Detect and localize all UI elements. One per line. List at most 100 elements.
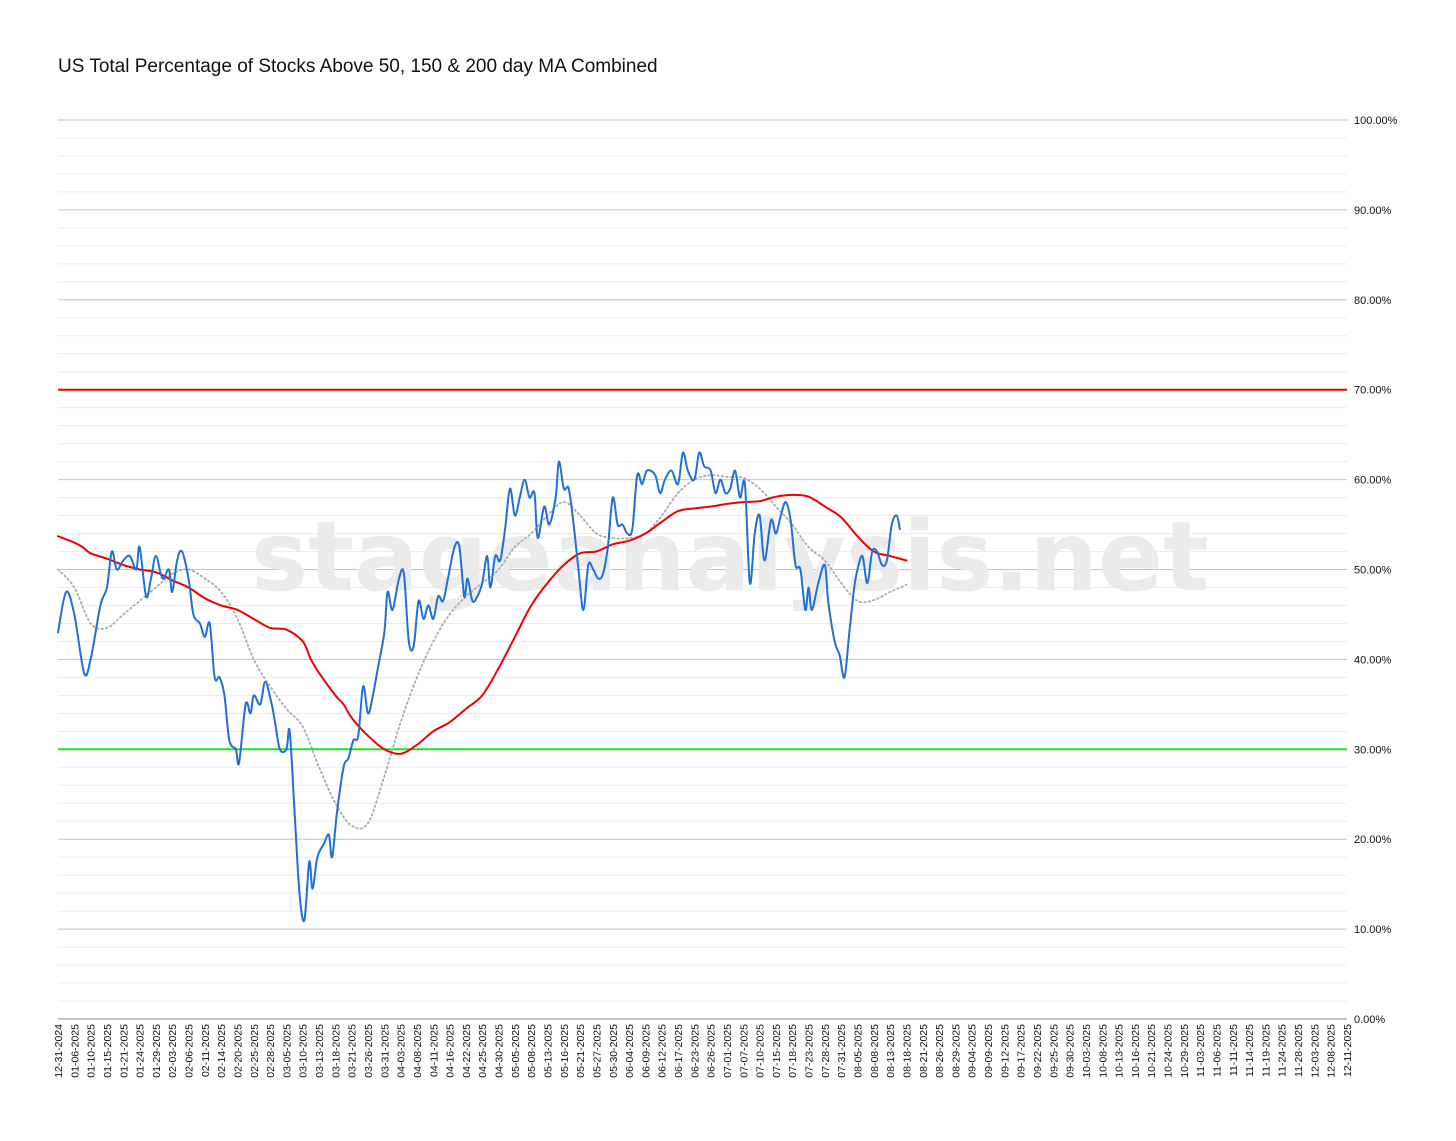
x-tick-label: 01-29-2025 (151, 1024, 163, 1078)
minor-gridlines (58, 137, 1347, 1002)
x-tick-label: 09-04-2025 (967, 1024, 979, 1078)
x-tick-label: 01-15-2025 (102, 1024, 114, 1078)
y-tick-label: 90.00% (1354, 205, 1392, 217)
x-tick-label: 02-20-2025 (232, 1024, 244, 1078)
x-tick-label: 02-06-2025 (184, 1024, 196, 1078)
x-tick-label: 02-14-2025 (216, 1024, 228, 1078)
x-tick-label: 02-25-2025 (249, 1024, 261, 1078)
x-tick-label: 01-06-2025 (69, 1024, 81, 1078)
x-tick-label: 03-13-2025 (314, 1024, 326, 1078)
x-tick-label: 12-31-2024 (53, 1024, 65, 1078)
x-tick-label: 10-16-2025 (1130, 1024, 1142, 1078)
x-tick-label: 08-05-2025 (853, 1024, 865, 1078)
x-tick-label: 05-16-2025 (559, 1024, 571, 1078)
x-tick-label: 07-23-2025 (804, 1024, 816, 1078)
x-tick-label: 12-03-2025 (1309, 1024, 1321, 1078)
series-line-blue (57, 451, 901, 923)
x-tick-label: 08-08-2025 (869, 1024, 881, 1078)
x-tick-label: 08-26-2025 (934, 1024, 946, 1078)
y-tick-label: 20.00% (1354, 834, 1392, 846)
x-tick-label: 04-03-2025 (396, 1024, 408, 1078)
x-tick-label: 11-24-2025 (1277, 1024, 1289, 1077)
x-tick-label: 05-21-2025 (575, 1024, 587, 1078)
x-tick-label: 06-12-2025 (657, 1024, 669, 1078)
x-tick-label: 08-21-2025 (918, 1024, 930, 1078)
x-tick-label: 04-08-2025 (412, 1024, 424, 1078)
x-tick-label: 09-25-2025 (1048, 1024, 1060, 1078)
x-tick-label: 03-26-2025 (363, 1024, 375, 1078)
x-tick-label: 11-14-2025 (1244, 1024, 1256, 1077)
series-lines (57, 451, 908, 923)
x-tick-label: 07-10-2025 (755, 1024, 767, 1078)
x-tick-label: 03-18-2025 (330, 1024, 342, 1078)
x-tick-label: 06-26-2025 (706, 1024, 718, 1078)
x-tick-label: 04-30-2025 (494, 1024, 506, 1078)
x-tick-label: 11-06-2025 (1211, 1024, 1223, 1077)
x-tick-label: 10-13-2025 (1114, 1024, 1126, 1078)
x-tick-label: 04-16-2025 (445, 1024, 457, 1078)
x-axis-tick-labels: 12-31-2024 01-06-2025 01-10-2025 01-15-2025… (53, 1024, 1354, 1078)
x-tick-label: 10-24-2025 (1163, 1024, 1175, 1078)
x-tick-label: 06-09-2025 (640, 1024, 652, 1078)
x-tick-label: 04-22-2025 (461, 1024, 473, 1078)
x-tick-label: 11-19-2025 (1260, 1024, 1272, 1077)
x-tick-label: 10-03-2025 (1081, 1024, 1093, 1078)
y-tick-label: 70.00% (1354, 385, 1392, 397)
x-tick-label: 07-31-2025 (836, 1024, 848, 1078)
x-tick-label: 04-11-2025 (428, 1024, 440, 1077)
x-tick-label: 03-31-2025 (379, 1024, 391, 1078)
x-tick-label: 11-03-2025 (1195, 1024, 1207, 1077)
x-tick-label: 11-28-2025 (1293, 1024, 1305, 1077)
y-axis-tick-labels: 0.00% 10.00% 20.00% 30.00% 40.00% 50.00% 60.00… (1354, 115, 1398, 1026)
x-tick-label: 01-21-2025 (118, 1024, 130, 1078)
x-tick-label: 06-17-2025 (673, 1024, 685, 1078)
chart-title: US Total Percentage of Stocks Above 50, … (58, 56, 658, 77)
x-tick-label: 05-13-2025 (542, 1024, 554, 1078)
y-tick-label: 60.00% (1354, 475, 1392, 487)
x-tick-label: 07-28-2025 (820, 1024, 832, 1078)
x-tick-label: 07-07-2025 (738, 1024, 750, 1078)
y-tick-label: 30.00% (1354, 744, 1392, 756)
x-tick-label: 12-11-2025 (1342, 1024, 1354, 1077)
y-tick-label: 40.00% (1354, 654, 1392, 666)
x-tick-label: 10-29-2025 (1179, 1024, 1191, 1078)
x-tick-label: 03-21-2025 (347, 1024, 359, 1078)
y-tick-label: 50.00% (1354, 565, 1392, 577)
x-tick-label: 05-30-2025 (608, 1024, 620, 1078)
x-tick-label: 07-15-2025 (771, 1024, 783, 1078)
x-tick-label: 05-27-2025 (591, 1024, 603, 1078)
x-tick-label: 05-05-2025 (510, 1024, 522, 1078)
y-tick-label: 10.00% (1354, 924, 1392, 936)
y-tick-label: 100.00% (1354, 115, 1398, 127)
watermark-text: stageanalysis.net (251, 501, 1209, 613)
x-tick-label: 02-28-2025 (265, 1024, 277, 1078)
x-tick-label: 11-11-2025 (1228, 1024, 1240, 1076)
x-tick-label: 09-22-2025 (1032, 1024, 1044, 1078)
watermark-layer: stageanalysis.net (251, 501, 1209, 613)
y-tick-label: 80.00% (1354, 295, 1392, 307)
x-tick-label: 06-04-2025 (624, 1024, 636, 1078)
x-tick-label: 05-08-2025 (526, 1024, 538, 1078)
x-tick-label: 01-10-2025 (86, 1024, 98, 1078)
x-tick-label: 10-21-2025 (1146, 1024, 1158, 1078)
x-tick-label: 10-08-2025 (1097, 1024, 1109, 1078)
x-tick-label: 08-13-2025 (885, 1024, 897, 1078)
x-tick-label: 09-17-2025 (1016, 1024, 1028, 1078)
x-tick-label: 12-08-2025 (1326, 1024, 1338, 1078)
x-tick-label: 09-12-2025 (999, 1024, 1011, 1078)
x-tick-label: 03-05-2025 (281, 1024, 293, 1078)
x-tick-label: 07-18-2025 (787, 1024, 799, 1078)
x-tick-label: 09-30-2025 (1065, 1024, 1077, 1078)
x-tick-label: 08-18-2025 (901, 1024, 913, 1078)
x-tick-label: 04-25-2025 (477, 1024, 489, 1078)
x-tick-label: 09-09-2025 (983, 1024, 995, 1078)
x-tick-label: 02-11-2025 (200, 1024, 212, 1077)
x-tick-label: 02-03-2025 (167, 1024, 179, 1078)
x-tick-label: 06-23-2025 (689, 1024, 701, 1078)
x-tick-label: 03-10-2025 (298, 1024, 310, 1078)
x-tick-label: 01-24-2025 (135, 1024, 147, 1078)
reference-lines (58, 388, 1347, 751)
x-tick-label: 07-01-2025 (722, 1024, 734, 1078)
x-tick-label: 08-29-2025 (950, 1024, 962, 1078)
